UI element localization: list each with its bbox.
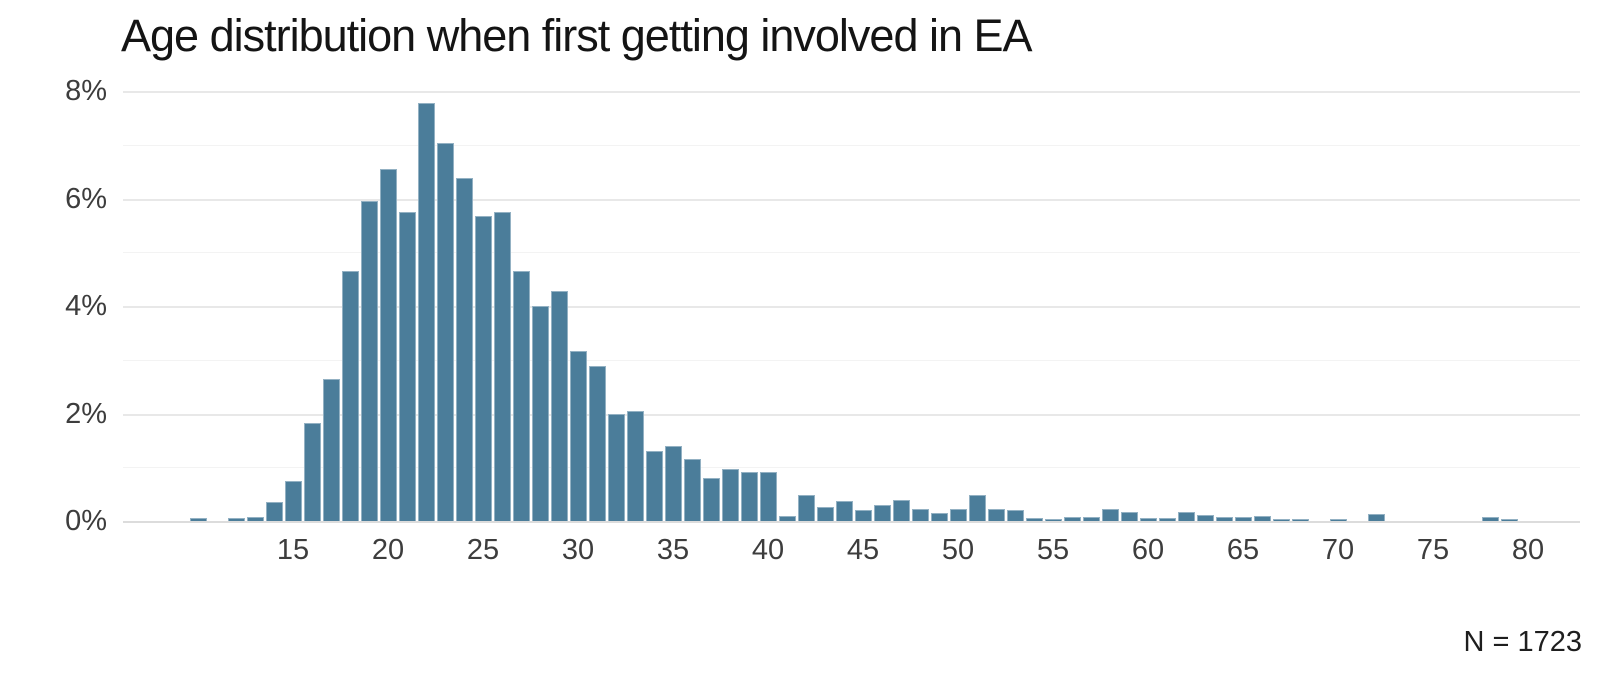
- bar-age-17: [322, 378, 340, 521]
- bar-age-43: [816, 507, 834, 521]
- bar-age-36: [683, 459, 701, 521]
- bar-age-19: [360, 201, 378, 521]
- bar-age-60: [1139, 517, 1157, 521]
- bar-age-62: [1177, 511, 1195, 521]
- bar-age-50: [949, 509, 967, 521]
- bar-age-70: [1329, 519, 1347, 521]
- bar-age-33: [626, 410, 644, 521]
- bar-age-39: [740, 471, 758, 521]
- x-tick-15: 15: [276, 534, 310, 566]
- x-tick-65: 65: [1226, 534, 1260, 566]
- x-tick-60: 60: [1131, 534, 1165, 566]
- x-tick-80: 80: [1511, 534, 1545, 566]
- bar-age-37: [702, 478, 720, 521]
- y-tick-8pct: 8%: [65, 75, 107, 107]
- bar-age-72: [1367, 514, 1385, 521]
- bar-age-44: [835, 501, 853, 521]
- bar-age-66: [1253, 516, 1271, 521]
- bar-age-48: [911, 509, 929, 521]
- bar-age-30: [569, 350, 587, 521]
- x-tick-25: 25: [466, 534, 500, 566]
- bar-age-47: [892, 500, 910, 521]
- bar-age-20: [379, 168, 397, 521]
- bar-age-59: [1120, 512, 1138, 521]
- gridline-6pct: [123, 199, 1580, 201]
- x-tick-20: 20: [371, 534, 405, 566]
- bar-age-58: [1101, 508, 1119, 521]
- plot-area: 15 20 25 30 35 40 45 50 55 60 65 70 75 80 0% 2% 4% 6% 8%: [65, 75, 1580, 566]
- y-tick-0pct: 0%: [65, 505, 107, 537]
- bar-age-46: [873, 504, 891, 521]
- bar-age-67: [1272, 519, 1290, 521]
- bar-age-64: [1215, 516, 1233, 521]
- bar-age-29: [550, 290, 568, 521]
- bar-age-68: [1291, 519, 1309, 521]
- bar-age-41: [778, 515, 796, 521]
- bar-age-18: [341, 271, 359, 521]
- bar-age-54: [1025, 517, 1043, 521]
- bar-age-25: [474, 215, 492, 521]
- gridline-2pct: [123, 414, 1580, 416]
- bar-age-63: [1196, 514, 1214, 521]
- bar-age-45: [854, 510, 872, 521]
- bar-age-34: [645, 451, 663, 521]
- bar-age-57: [1082, 516, 1100, 521]
- x-axis-line: [123, 521, 1580, 523]
- y-tick-6pct: 6%: [65, 183, 107, 215]
- bar-age-53: [1006, 510, 1024, 521]
- bar-age-15: [284, 481, 302, 521]
- bar-age-35: [664, 445, 682, 521]
- bar-age-51: [968, 495, 986, 521]
- bar-age-27: [512, 271, 530, 521]
- x-tick-30: 30: [561, 534, 595, 566]
- bar-age-55: [1044, 519, 1062, 521]
- bar-age-21: [398, 211, 416, 521]
- gridline-5pct: [123, 252, 1580, 253]
- y-tick-2pct: 2%: [65, 398, 107, 430]
- chart-title: Age distribution when first getting invo…: [121, 10, 1033, 61]
- bar-age-79: [1500, 518, 1518, 521]
- bar-age-13: [246, 516, 264, 521]
- bar-age-65: [1234, 516, 1252, 521]
- gridline-7pct: [123, 145, 1580, 146]
- bar-age-61: [1158, 517, 1176, 521]
- x-tick-40: 40: [751, 534, 785, 566]
- bar-age-52: [987, 509, 1005, 521]
- x-tick-50: 50: [941, 534, 975, 566]
- bar-age-28: [531, 306, 549, 521]
- bar-age-26: [493, 212, 511, 521]
- sample-size-note: N = 1723: [1463, 626, 1582, 658]
- bar-age-42: [797, 495, 815, 521]
- bar-age-40: [759, 471, 777, 521]
- bar-age-23: [436, 143, 454, 521]
- bar-age-56: [1063, 516, 1081, 521]
- bar-age-16: [303, 422, 321, 521]
- x-tick-75: 75: [1416, 534, 1450, 566]
- bar-age-31: [588, 366, 606, 521]
- bar-age-49: [930, 512, 948, 521]
- x-tick-55: 55: [1036, 534, 1070, 566]
- bar-age-78: [1481, 516, 1499, 521]
- x-tick-35: 35: [656, 534, 690, 566]
- y-tick-4pct: 4%: [65, 290, 107, 322]
- bar-age-10: [189, 518, 207, 521]
- bar-age-24: [455, 178, 473, 521]
- bar-age-12: [227, 517, 245, 521]
- gridline-1pct: [123, 467, 1580, 468]
- gridline-3pct: [123, 360, 1580, 361]
- bar-age-32: [607, 413, 625, 521]
- x-tick-45: 45: [846, 534, 880, 566]
- gridline-4pct: [123, 306, 1580, 308]
- bar-age-14: [265, 501, 283, 521]
- x-tick-70: 70: [1321, 534, 1355, 566]
- bar-age-38: [721, 468, 739, 521]
- bar-age-22: [417, 102, 435, 521]
- gridline-8pct: [123, 91, 1580, 93]
